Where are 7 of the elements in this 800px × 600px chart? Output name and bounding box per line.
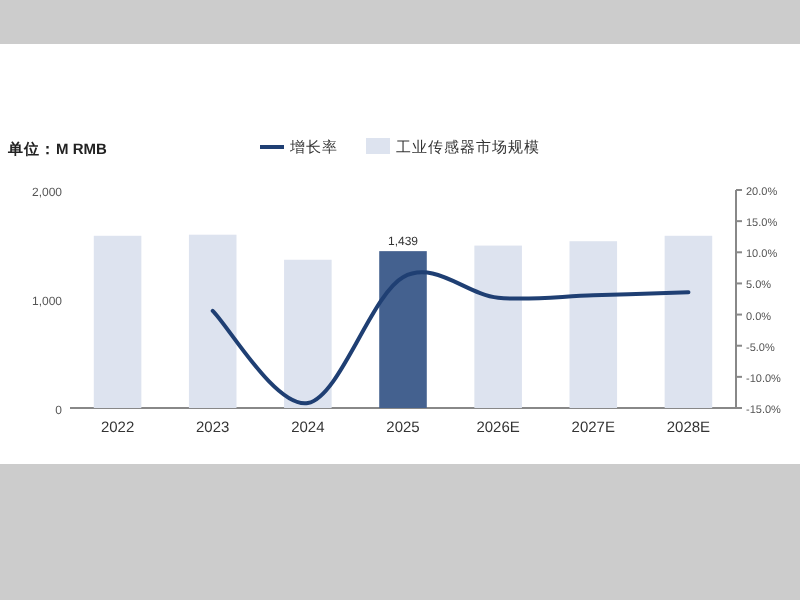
bar	[474, 245, 522, 408]
bar	[188, 234, 237, 408]
bar	[93, 235, 142, 408]
bar	[379, 251, 427, 408]
bar	[569, 241, 618, 408]
bar	[284, 259, 332, 408]
bar	[664, 235, 713, 408]
